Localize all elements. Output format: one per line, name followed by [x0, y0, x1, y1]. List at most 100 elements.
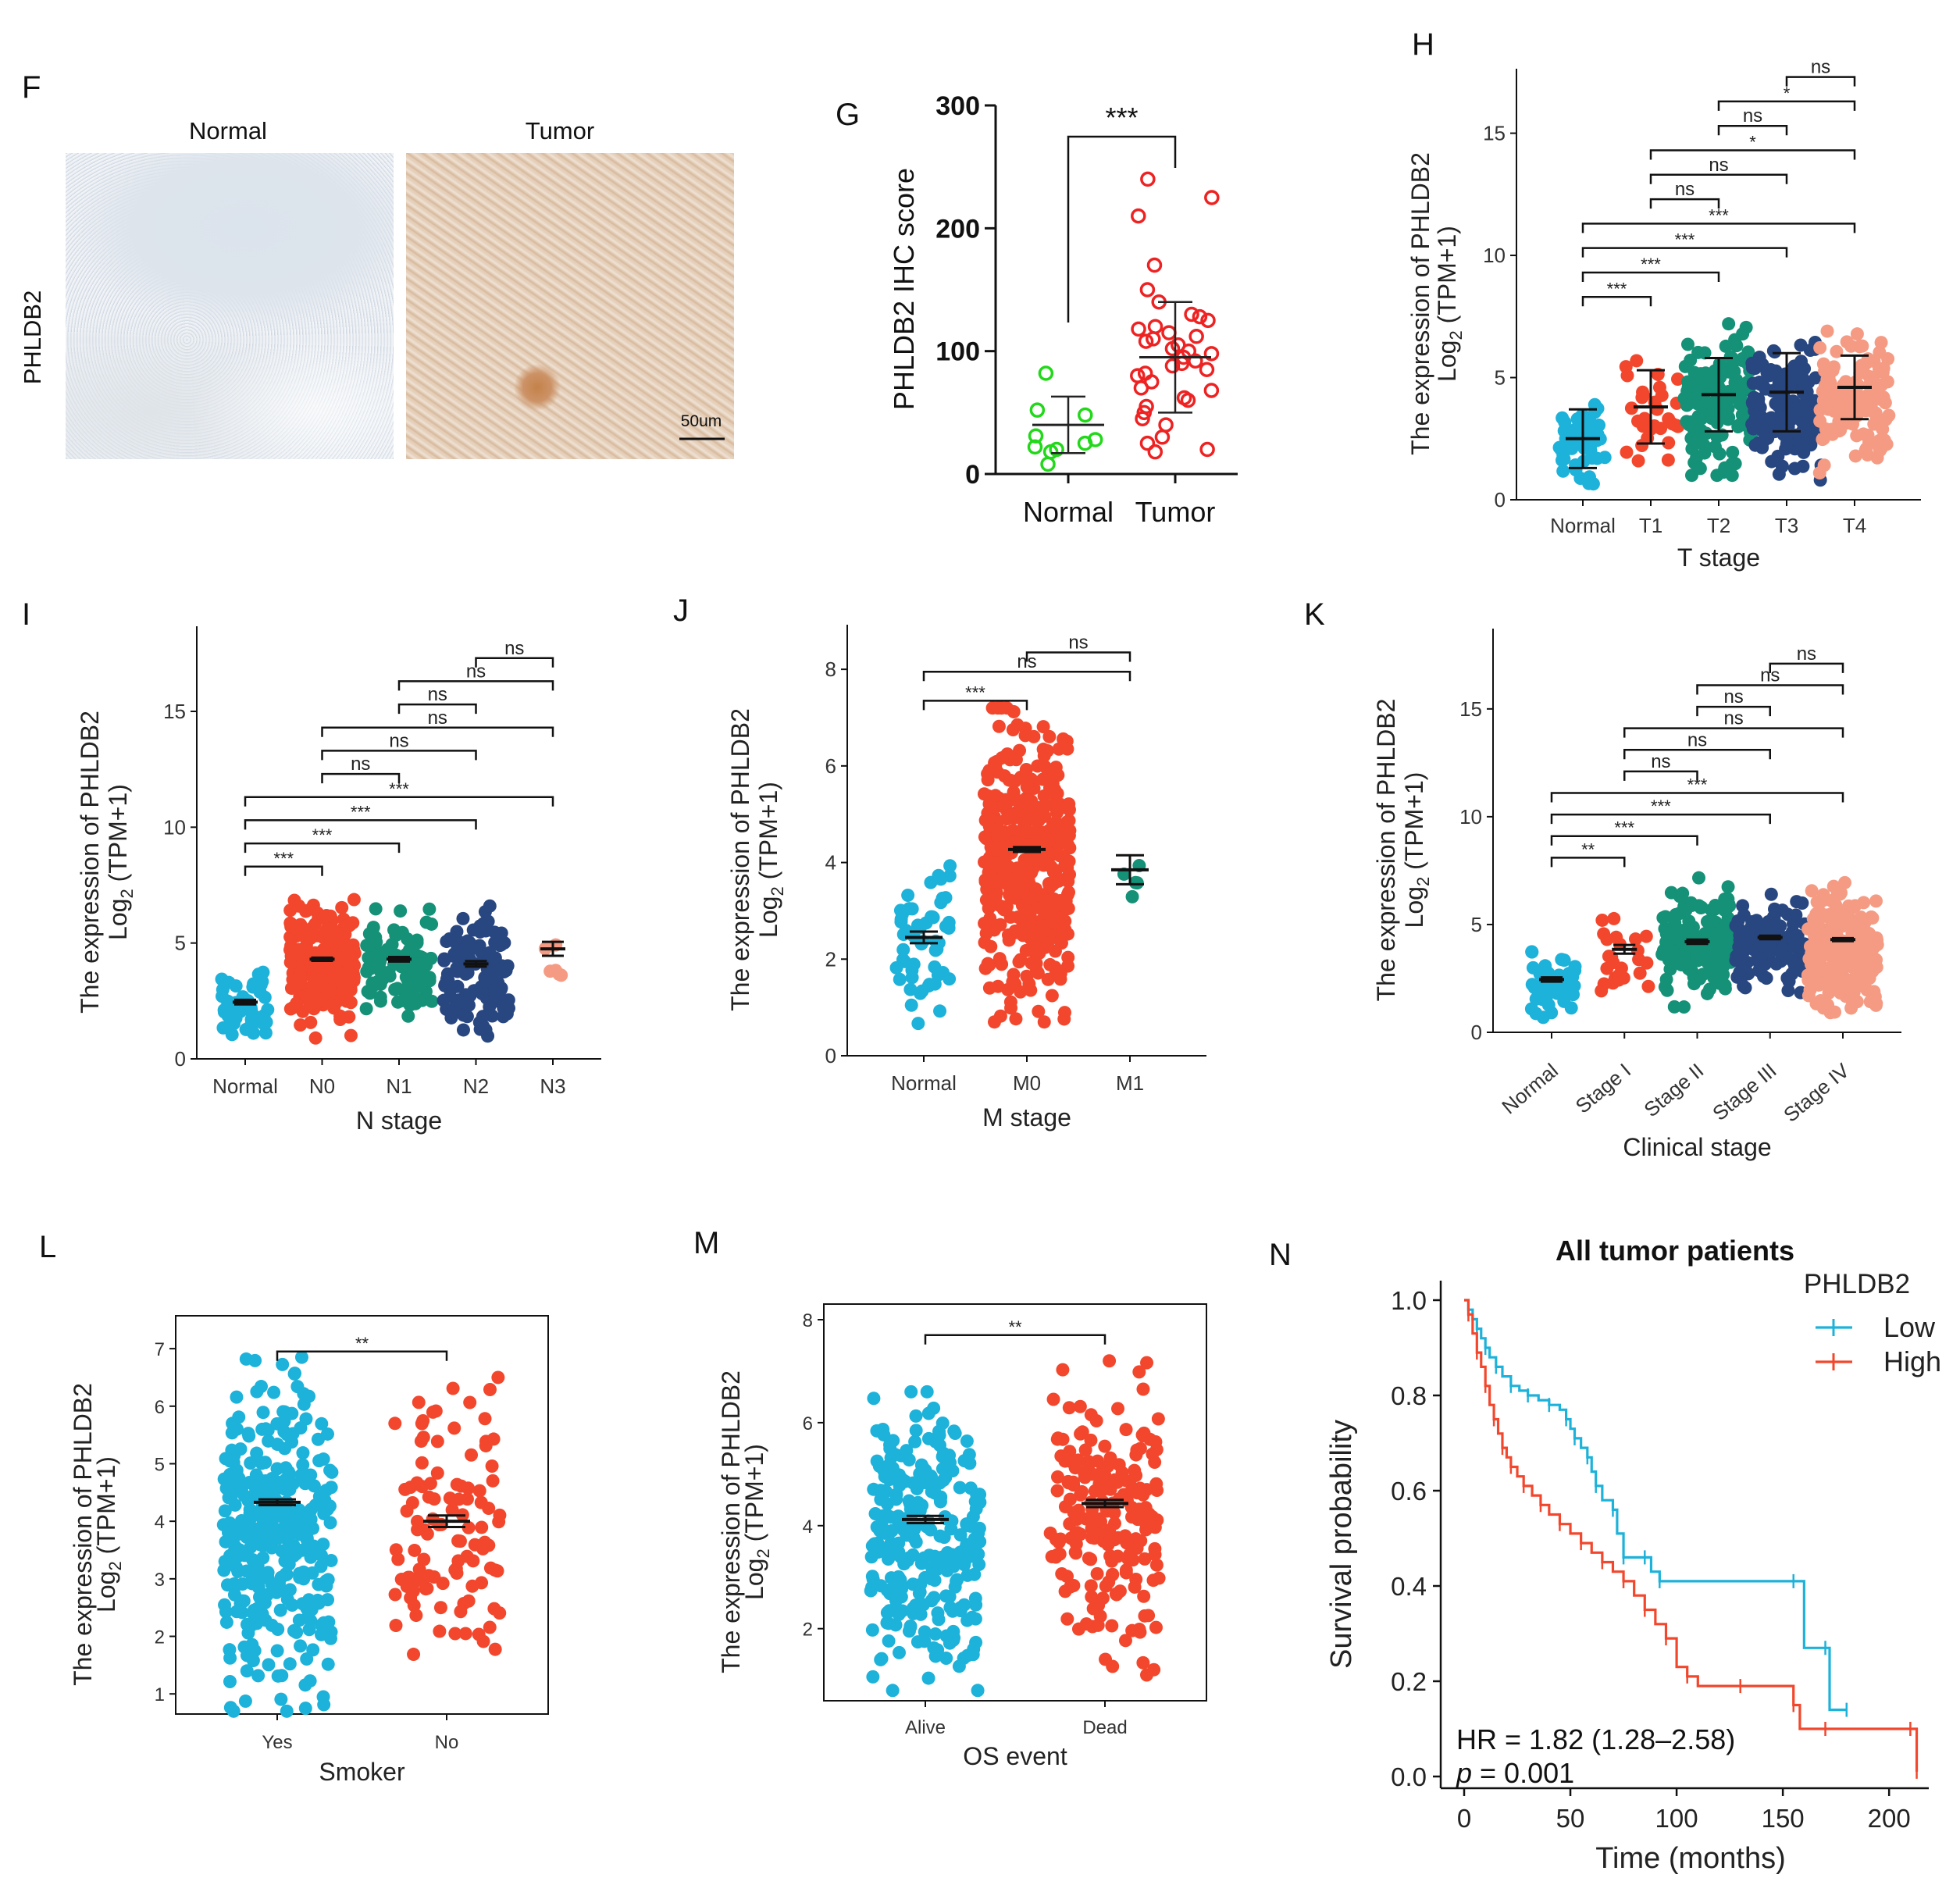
data-point	[943, 1449, 957, 1463]
data-point	[294, 1018, 308, 1032]
data-point	[388, 1417, 402, 1431]
data-point	[1661, 453, 1675, 467]
data-point	[1025, 772, 1039, 786]
y-tick-label: 0	[965, 460, 980, 490]
point-group	[1801, 875, 1884, 1020]
significance-label: ns	[389, 730, 408, 751]
data-point	[1027, 439, 1043, 455]
data-point	[917, 1598, 931, 1612]
data-point	[874, 1652, 888, 1666]
data-point	[287, 1623, 301, 1638]
x-tick-label: N0	[309, 1074, 335, 1098]
data-point	[930, 943, 944, 957]
y-axis-label-tail: (TPM+1)	[740, 1444, 768, 1548]
data-point	[914, 1577, 928, 1591]
data-point	[472, 1484, 486, 1498]
data-point	[1151, 1412, 1165, 1426]
data-point	[1727, 365, 1741, 379]
data-point	[280, 1427, 294, 1442]
data-point	[1092, 1477, 1107, 1491]
data-point	[256, 965, 270, 979]
data-point	[1774, 946, 1788, 960]
data-point	[497, 1001, 511, 1015]
data-point	[896, 943, 911, 957]
data-point	[1639, 929, 1653, 943]
data-point	[497, 965, 511, 979]
data-point	[1131, 1513, 1145, 1527]
data-point	[1140, 171, 1156, 187]
point-group	[889, 859, 957, 1031]
data-point	[244, 1541, 258, 1555]
data-point	[1049, 441, 1064, 458]
data-point	[1685, 898, 1699, 912]
data-point	[1006, 808, 1020, 822]
data-point	[1136, 1655, 1150, 1670]
significance-bracket	[1649, 198, 1720, 209]
chart-g: 0 100 200 300 Normal Tumor PHLDB2 IHC score ***	[888, 91, 1238, 528]
data-point	[867, 1392, 881, 1406]
data-point	[939, 1589, 953, 1603]
data-point	[864, 1584, 878, 1598]
data-point	[1631, 414, 1645, 428]
data-point	[479, 924, 493, 938]
data-point	[1125, 889, 1139, 903]
data-point	[1870, 413, 1884, 427]
data-point	[250, 1602, 264, 1616]
data-point	[246, 1012, 260, 1026]
point-group	[388, 1370, 507, 1662]
data-point	[1597, 977, 1611, 991]
y-axis-label-tail: (TPM+1)	[1433, 226, 1461, 330]
data-point	[248, 1353, 262, 1367]
data-point	[1021, 906, 1035, 920]
y-tick-label: 0	[1495, 488, 1506, 511]
data-point	[369, 902, 383, 916]
data-point	[870, 1454, 884, 1468]
data-point	[302, 1389, 316, 1403]
data-point	[1040, 456, 1056, 472]
data-point	[1128, 1580, 1142, 1594]
data-point	[1767, 911, 1781, 925]
data-point	[1152, 1571, 1166, 1585]
data-point	[1569, 463, 1583, 477]
data-point	[978, 935, 992, 950]
data-point	[1728, 333, 1742, 347]
data-point	[1684, 353, 1698, 367]
data-point	[1830, 386, 1844, 400]
survival-curve-high	[1464, 1299, 1919, 1772]
data-point	[1624, 401, 1638, 415]
y-tick-label: 15	[1459, 697, 1482, 721]
data-point	[1051, 1470, 1065, 1484]
data-point	[880, 1497, 894, 1511]
data-point	[1017, 835, 1031, 849]
data-point	[1028, 428, 1044, 444]
data-point	[416, 1413, 430, 1427]
data-point	[305, 1566, 319, 1580]
data-point	[1038, 809, 1052, 823]
x-tick-label: Normal	[1023, 496, 1114, 528]
significance-label: ***	[1651, 796, 1671, 816]
significance-bracket	[244, 819, 477, 830]
data-point	[1027, 729, 1041, 743]
data-point	[233, 1480, 248, 1494]
data-point	[388, 982, 402, 996]
data-point	[1692, 871, 1706, 885]
data-point	[223, 1675, 237, 1689]
data-point	[1199, 362, 1215, 378]
x-axis-label: N stage	[356, 1107, 442, 1135]
data-point	[943, 1636, 957, 1650]
data-point	[925, 1470, 939, 1484]
point-group	[864, 1384, 987, 1698]
data-point	[1556, 464, 1570, 478]
significance-label: **	[1581, 839, 1595, 859]
data-point	[251, 1669, 265, 1683]
data-point	[427, 1570, 441, 1584]
data-point	[910, 1481, 924, 1495]
significance-label: ns	[1675, 179, 1695, 200]
data-point	[900, 1528, 914, 1542]
data-point	[242, 1519, 256, 1533]
significance-label: ns	[1709, 155, 1728, 176]
data-point	[982, 981, 996, 995]
y-axis-label-units: Log2 (TPM+1)	[1400, 772, 1433, 928]
data-point	[217, 1563, 231, 1577]
data-point	[440, 935, 454, 949]
